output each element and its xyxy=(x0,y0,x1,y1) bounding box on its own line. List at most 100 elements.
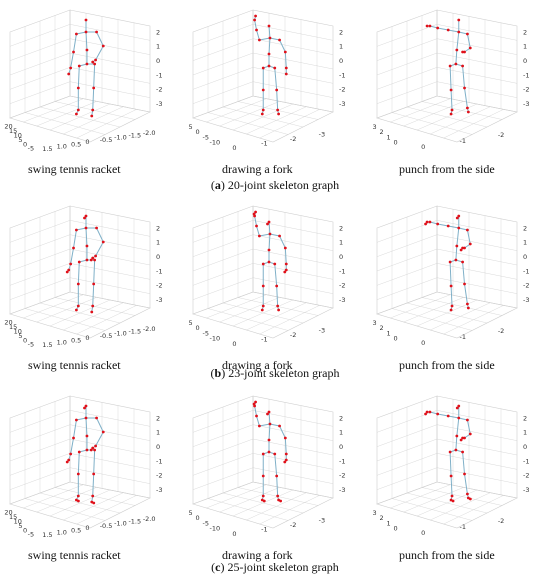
z-tick-label: -2 xyxy=(339,86,345,94)
x-tick-label: -2 xyxy=(290,331,296,339)
depth-tick-label: -10 xyxy=(210,524,221,532)
skeleton-joint xyxy=(101,240,105,244)
skeleton-joint xyxy=(448,260,452,264)
skeleton-joint xyxy=(261,66,265,70)
skeleton-joint xyxy=(283,50,287,54)
skeleton-joint xyxy=(94,58,97,62)
axes-box xyxy=(192,9,334,143)
skeleton-joint xyxy=(461,260,464,264)
skeleton-bone xyxy=(456,31,460,51)
skeleton-joint xyxy=(267,450,271,454)
skeleton-bone xyxy=(269,423,280,427)
skeleton-bone xyxy=(464,473,468,495)
z-tick-label: 0 xyxy=(156,253,160,261)
depth-tick-label: 5 xyxy=(189,509,193,517)
caption-text: 25-joint skeleton graph xyxy=(227,560,339,574)
skeleton-joint xyxy=(276,494,280,498)
skeleton-bone xyxy=(268,411,271,425)
skeleton-joint xyxy=(76,494,80,498)
skeleton-bone xyxy=(276,475,279,497)
panel-label: swing tennis racket xyxy=(28,162,121,176)
z-tick-label: -1 xyxy=(156,71,162,79)
grid-line xyxy=(69,410,151,427)
skeleton-bone xyxy=(92,283,95,307)
skeleton-joint xyxy=(436,412,440,416)
skeleton-joint xyxy=(448,450,452,454)
skeleton-bone xyxy=(449,261,452,287)
skeleton-joint xyxy=(425,24,429,28)
x-tick-label: -2.0 xyxy=(143,515,156,523)
skeleton-joint xyxy=(69,452,73,456)
skeleton xyxy=(252,400,288,503)
depth-tick-label: -5 xyxy=(28,145,34,153)
skeleton-joint xyxy=(457,30,461,34)
skeleton-joint xyxy=(284,262,288,266)
skeleton-bone xyxy=(254,19,258,31)
axes-box xyxy=(9,395,151,529)
z-tick-label: 1 xyxy=(339,429,343,437)
skeleton-joint xyxy=(84,416,88,420)
skeleton-bone xyxy=(284,437,287,455)
skeleton-joint xyxy=(268,232,272,236)
grid-line xyxy=(252,248,334,266)
skeleton-joint xyxy=(75,32,78,36)
skeleton-joint xyxy=(94,444,97,448)
subfigure-caption: (b) 23-joint skeleton graph xyxy=(0,366,550,381)
grid-line xyxy=(252,220,334,237)
skeleton-bone xyxy=(259,37,271,41)
x-tick-label: 0 xyxy=(85,334,89,342)
depth-tick-label: 0 xyxy=(196,514,200,522)
skeleton-joint xyxy=(83,406,86,410)
grid-line xyxy=(69,220,151,237)
skeleton-bone xyxy=(462,451,466,475)
grid-line xyxy=(436,277,518,294)
skeleton-joint xyxy=(463,472,466,476)
depth-tick-label: 2 xyxy=(380,128,384,136)
skeleton-joint xyxy=(261,304,265,308)
skeleton-joint xyxy=(457,18,461,22)
skeleton-joint xyxy=(252,212,256,216)
skeleton-joint xyxy=(461,50,464,54)
skeleton-joint xyxy=(463,282,466,286)
skeleton-joint xyxy=(463,86,466,90)
skeleton-bone xyxy=(73,33,77,53)
skeleton-bone xyxy=(462,261,466,285)
skeleton-joint xyxy=(76,472,80,476)
skeleton-joint xyxy=(428,220,432,224)
depth-tick-label: 20 xyxy=(4,319,12,327)
skeleton-bone xyxy=(284,51,287,69)
grid-line xyxy=(436,410,518,427)
skeleton-joint xyxy=(446,414,450,418)
z-tick-label: 0 xyxy=(156,57,160,65)
x-tick-label: -1 xyxy=(261,525,267,533)
z-tick-label: -2 xyxy=(523,86,529,94)
skeleton-joint xyxy=(273,262,277,266)
skeleton-joint xyxy=(84,18,88,22)
skeleton-joint xyxy=(454,62,458,66)
skeleton-joint xyxy=(283,270,287,274)
depth-tick-label: 3 xyxy=(373,509,377,517)
x-tick-label: -2 xyxy=(498,517,504,525)
skeleton-joint xyxy=(461,246,464,250)
x-tick-label: 0 xyxy=(232,144,236,152)
x-tick-label: -3 xyxy=(319,516,325,524)
z-tick-label: 2 xyxy=(523,28,527,36)
skeleton xyxy=(253,14,288,116)
skeleton-joint xyxy=(268,36,272,40)
skeleton-joint xyxy=(455,406,459,410)
z-tick-label: -3 xyxy=(156,486,162,494)
grid-line xyxy=(252,234,334,251)
depth-tick-label: 1 xyxy=(387,519,391,527)
skeleton-3d-plot: 2 1 0 -1 -2 -3 5 0 -5 -10 0 -1 -2 -3 xyxy=(183,196,366,356)
skeleton-joint xyxy=(94,254,97,258)
axes-box xyxy=(376,205,518,339)
x-tick-label: -3 xyxy=(319,326,325,334)
caption-paren-close: ) xyxy=(221,366,229,380)
x-tick-label: -1 xyxy=(261,335,267,343)
skeleton-joint xyxy=(72,436,75,440)
skeleton-joint xyxy=(85,258,89,262)
skeleton-bone xyxy=(95,431,104,447)
grid-line xyxy=(252,424,334,441)
